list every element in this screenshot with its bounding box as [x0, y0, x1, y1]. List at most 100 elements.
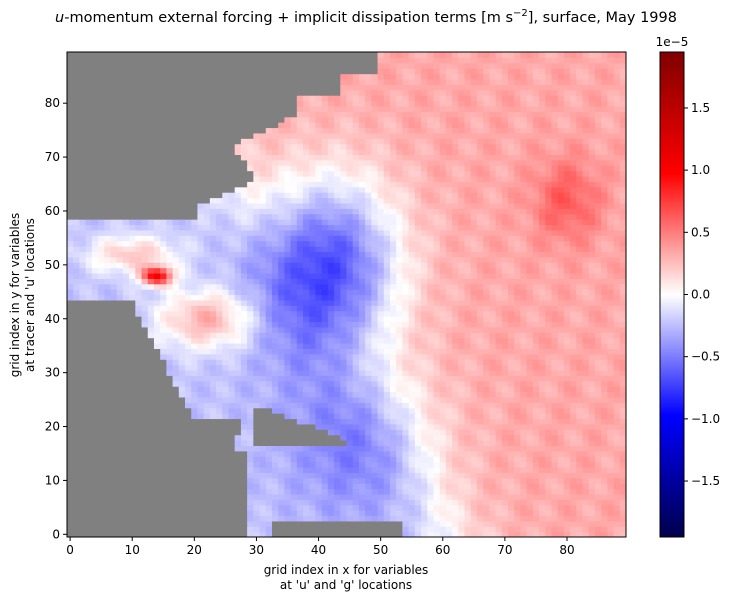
heatmap-cell — [495, 369, 503, 376]
heatmap-cell — [576, 289, 584, 296]
heatmap-cell — [532, 364, 540, 371]
land-cell — [160, 402, 167, 409]
land-cell — [79, 456, 87, 463]
heatmap-cell — [271, 461, 279, 468]
heatmap-cell — [315, 364, 323, 371]
land-cell — [166, 526, 174, 533]
heatmap-cell — [340, 289, 348, 296]
heatmap-cell — [551, 305, 559, 312]
heatmap-cell — [427, 402, 435, 409]
heatmap-cell — [408, 520, 416, 527]
heatmap-cell — [545, 299, 553, 306]
heatmap-cell — [309, 364, 317, 371]
heatmap-cell — [520, 483, 528, 490]
heatmap-cell — [352, 348, 360, 355]
land-cell — [79, 477, 87, 484]
heatmap-cell — [334, 359, 341, 366]
heatmap-cell — [371, 391, 379, 398]
land-cell — [85, 396, 93, 403]
heatmap-cell — [265, 305, 273, 312]
heatmap-cell — [79, 240, 87, 247]
land-cell — [383, 526, 391, 533]
heatmap-cell — [607, 321, 615, 328]
heatmap-cell — [414, 246, 422, 252]
heatmap-cell — [247, 466, 254, 473]
heatmap-cell — [315, 510, 323, 517]
land-cell — [122, 380, 130, 387]
land-cell — [67, 380, 74, 387]
heatmap-cell — [240, 326, 248, 333]
land-cell — [79, 299, 87, 306]
heatmap-cell — [371, 240, 379, 247]
heatmap-cell — [358, 456, 366, 463]
heatmap-cell — [228, 321, 236, 328]
land-cell — [271, 423, 279, 430]
land-cell — [234, 493, 242, 500]
land-cell — [228, 418, 236, 425]
heatmap-cell — [557, 348, 565, 355]
heatmap-cell — [601, 407, 608, 414]
land-cell — [73, 321, 81, 328]
land-cell — [135, 348, 143, 355]
heatmap-cell — [408, 262, 416, 269]
heatmap-cell — [414, 477, 422, 484]
heatmap-cell — [234, 310, 242, 317]
heatmap-cell — [358, 477, 366, 484]
heatmap-cell — [290, 456, 298, 463]
heatmap-cell — [619, 359, 626, 366]
heatmap-cell — [389, 267, 397, 274]
heatmap-cell — [197, 262, 205, 269]
land-cell — [222, 504, 230, 511]
heatmap-cell — [303, 256, 310, 263]
heatmap-cell — [247, 407, 254, 414]
heatmap-cell — [507, 386, 515, 393]
heatmap-cell — [489, 483, 497, 490]
heatmap-cell — [346, 267, 354, 274]
heatmap-cell — [507, 488, 515, 495]
heatmap-cell — [576, 445, 584, 452]
heatmap-cell — [321, 278, 329, 285]
land-cell — [240, 466, 248, 473]
heatmap-cell — [452, 434, 459, 441]
heatmap-cell — [203, 267, 211, 274]
heatmap-cell — [563, 353, 571, 360]
heatmap-cell — [557, 402, 565, 409]
heatmap-cell — [433, 434, 441, 441]
land-cell — [85, 423, 93, 430]
heatmap-cell — [253, 526, 261, 533]
heatmap-cell — [458, 369, 466, 376]
heatmap-cell — [253, 326, 261, 333]
heatmap-cell — [160, 267, 167, 274]
heatmap-cell — [73, 267, 81, 274]
land-cell — [228, 472, 236, 479]
heatmap-cell — [321, 413, 329, 420]
heatmap-cell — [271, 375, 279, 382]
heatmap-cell — [439, 472, 447, 479]
heatmap-cell — [185, 321, 192, 328]
heatmap-cell — [79, 246, 87, 252]
heatmap-cell — [240, 283, 248, 290]
heatmap-cell — [576, 461, 584, 468]
heatmap-cell — [607, 246, 615, 252]
heatmap-cell — [303, 375, 310, 382]
land-cell — [98, 461, 105, 468]
land-cell — [153, 488, 161, 495]
heatmap-cell — [321, 488, 329, 495]
land-cell — [79, 504, 87, 511]
heatmap-cell — [284, 294, 292, 301]
heatmap-cell — [539, 413, 546, 420]
heatmap-cell — [358, 262, 366, 269]
heatmap-cell — [421, 332, 428, 339]
land-cell — [98, 510, 105, 517]
heatmap-cell — [334, 461, 341, 468]
land-cell — [191, 477, 199, 484]
heatmap-cell — [433, 246, 441, 252]
heatmap-cell — [352, 386, 360, 393]
heatmap-cell — [619, 251, 626, 258]
heatmap-cell — [315, 450, 323, 457]
land-cell — [129, 461, 136, 468]
heatmap-cell — [526, 456, 534, 463]
land-cell — [122, 499, 130, 506]
heatmap-cell — [445, 246, 453, 252]
heatmap-cell — [91, 283, 99, 290]
